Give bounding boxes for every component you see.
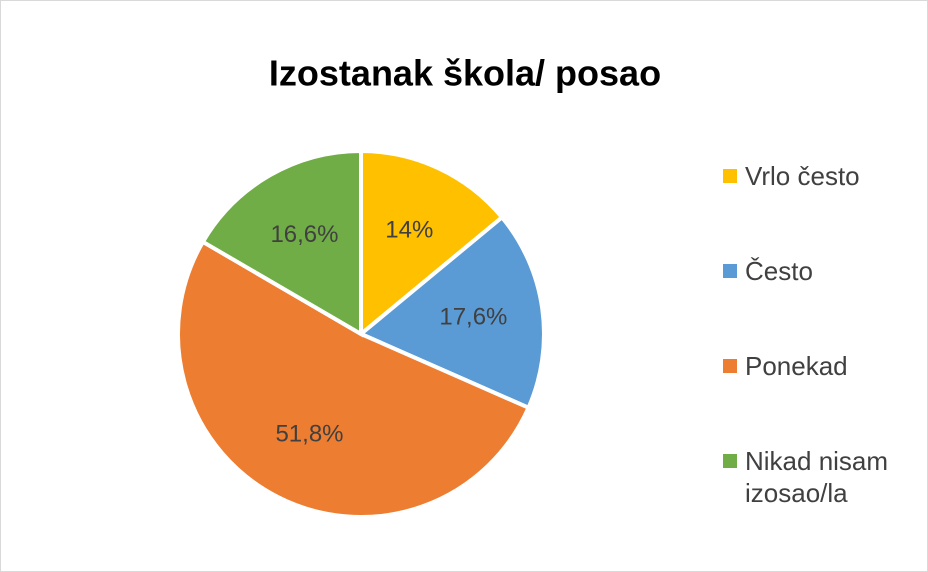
pie-slice <box>176 239 532 519</box>
pie-slice <box>359 148 505 339</box>
pie-slice <box>357 214 546 411</box>
legend-item: Ponekad <box>723 350 903 382</box>
legend-swatch <box>723 359 737 373</box>
legend-label: Ponekad <box>745 351 848 381</box>
legend-label: Često <box>745 256 813 286</box>
data-label: 17,6% <box>439 304 507 331</box>
legend-label: Nikad nisam izosao/la <box>745 446 889 508</box>
legend-item: Često <box>723 255 903 287</box>
data-label: 16,6% <box>270 221 338 248</box>
data-label: 14% <box>385 217 433 244</box>
legend-swatch <box>723 169 737 183</box>
legend-swatch <box>723 264 737 278</box>
legend-label: Vrlo često <box>745 161 860 191</box>
chart-title: Izostanak škola/ posao <box>269 53 661 94</box>
legend-swatch <box>723 454 737 468</box>
data-label: 51,8% <box>275 420 343 447</box>
legend-item: Nikad nisam izosao/la <box>723 445 903 509</box>
pie-slice <box>200 148 363 338</box>
legend-item: Vrlo često <box>723 160 903 192</box>
